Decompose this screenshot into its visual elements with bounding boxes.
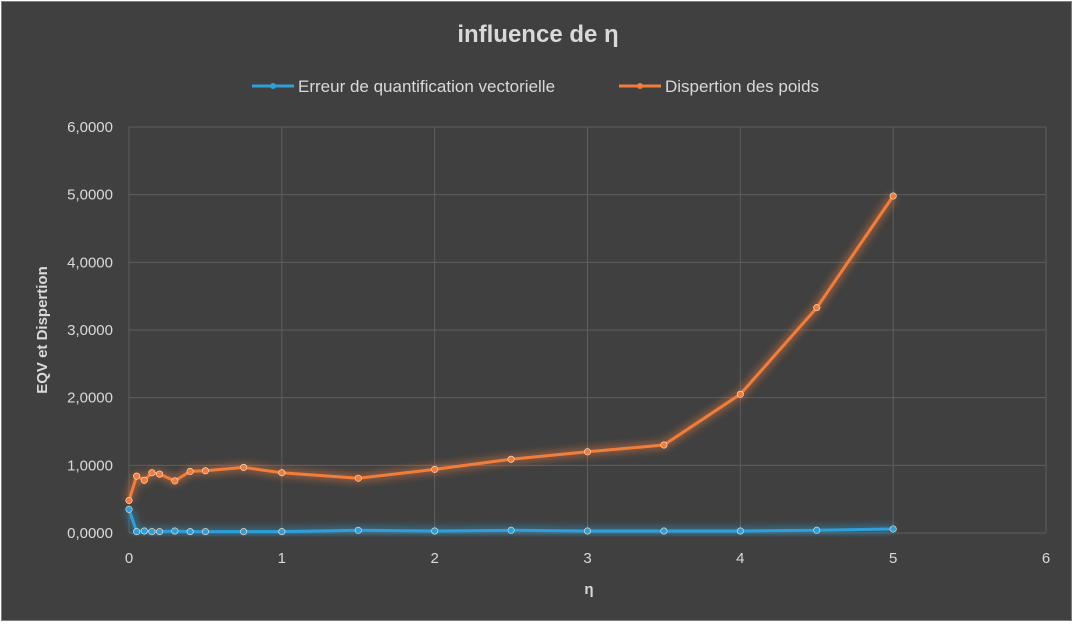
x-tick-label: 1 [278, 550, 286, 567]
y-tick-label: 1,0000 [67, 457, 113, 474]
data-point-eqv [813, 526, 821, 534]
data-point-dispertion [171, 477, 179, 485]
legend-marker-dispertion [637, 83, 643, 89]
y-tick-label: 4,0000 [67, 254, 113, 271]
x-axis-ticks: 0 1 2 3 4 5 6 [125, 550, 1050, 567]
data-point-dispertion [431, 465, 439, 473]
x-tick-label: 0 [125, 550, 133, 567]
data-point-dispertion [156, 470, 164, 478]
y-axis-ticks: 0,0000 1,0000 2,0000 3,0000 4,0000 5,0000 6,00… [67, 119, 113, 542]
legend: Erreur de quantification vectorielle Dis… [252, 77, 819, 96]
x-tick-label: 3 [583, 550, 591, 567]
data-point-eqv [186, 528, 194, 536]
data-point-eqv [583, 527, 591, 535]
data-point-dispertion [125, 497, 133, 505]
x-tick-label: 5 [889, 550, 897, 567]
legend-marker-eqv [270, 83, 276, 89]
data-point-eqv [354, 526, 362, 534]
data-point-dispertion [201, 467, 209, 475]
data-point-eqv [201, 528, 209, 536]
data-point-eqv [148, 528, 156, 536]
data-point-eqv [240, 528, 248, 536]
y-tick-label: 5,0000 [67, 187, 113, 204]
series-glow-dispertion [125, 194, 897, 502]
data-point-dispertion [354, 474, 362, 482]
data-point-eqv [278, 528, 286, 536]
data-point-dispertion [148, 469, 156, 477]
data-point-eqv [140, 527, 148, 535]
data-point-eqv [889, 525, 897, 533]
data-point-dispertion [507, 455, 515, 463]
data-point-eqv [125, 505, 133, 513]
data-point-eqv [156, 528, 164, 536]
data-point-eqv [171, 527, 179, 535]
y-tick-label: 3,0000 [67, 322, 113, 339]
data-point-dispertion [813, 304, 821, 312]
legend-label-dispertion: Dispertion des poids [665, 77, 819, 96]
data-point-dispertion [889, 192, 897, 200]
data-point-eqv [736, 527, 744, 535]
y-axis-title: EQV et Dispertion [34, 266, 51, 394]
data-point-eqv [431, 527, 439, 535]
x-tick-label: 4 [736, 550, 744, 567]
data-point-dispertion [240, 463, 248, 471]
x-tick-label: 2 [430, 550, 438, 567]
y-tick-label: 0,0000 [67, 525, 113, 542]
data-point-dispertion [186, 467, 194, 475]
legend-label-eqv: Erreur de quantification vectorielle [298, 77, 555, 96]
data-point-dispertion [133, 472, 141, 480]
data-point-dispertion [736, 390, 744, 398]
x-axis-title: η [584, 581, 593, 598]
data-point-dispertion [583, 448, 591, 456]
series-layer [125, 192, 897, 536]
x-tick-label: 6 [1042, 550, 1050, 567]
y-tick-label: 6,0000 [67, 119, 113, 136]
data-point-dispertion [660, 441, 668, 449]
data-point-dispertion [278, 469, 286, 477]
chart-title: influence de η [457, 21, 618, 48]
data-point-eqv [660, 527, 668, 535]
data-point-dispertion [140, 476, 148, 484]
data-point-eqv [507, 526, 515, 534]
y-tick-label: 2,0000 [67, 390, 113, 407]
data-point-eqv [133, 528, 141, 536]
